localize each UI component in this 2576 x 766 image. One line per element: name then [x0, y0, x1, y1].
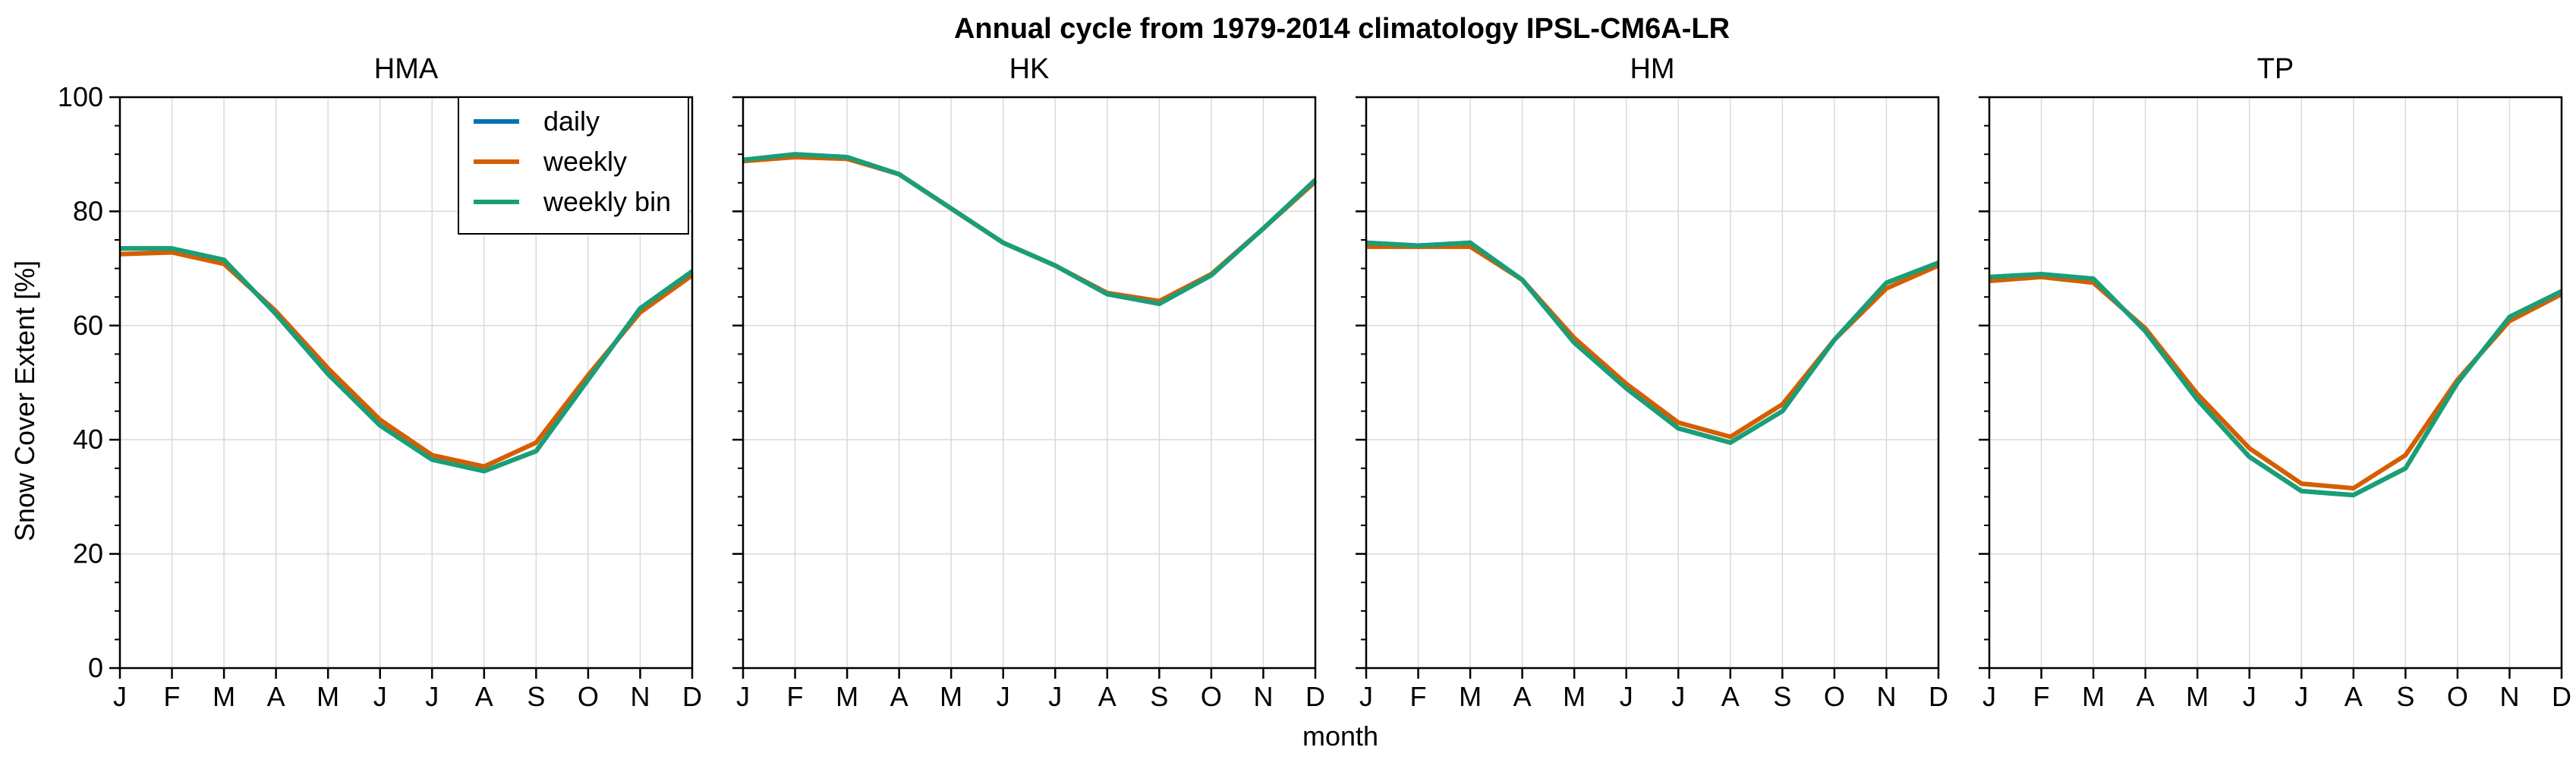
x-tick-label: S [2396, 681, 2414, 712]
x-tick-label: N [1876, 681, 1896, 712]
panel-title: HM [1630, 53, 1674, 85]
x-tick-label: O [2447, 681, 2468, 712]
x-tick-label: J [736, 681, 750, 712]
x-tick-label: O [578, 681, 599, 712]
chart-title: Annual cycle from 1979-2014 climatology … [954, 13, 1730, 45]
series-line-weekly-hma [119, 250, 694, 469]
x-tick-label: M [1459, 681, 1482, 712]
series-line-daily-hk [742, 152, 1318, 307]
x-tick-label: A [890, 681, 909, 712]
series-line-weekly-bin-hma [120, 246, 694, 474]
legend-entry: daily [543, 106, 600, 137]
plot-frame [1988, 96, 2563, 670]
x-tick-label: A [1098, 681, 1116, 712]
x-axis-label: month [1302, 720, 1378, 752]
y-tick-label: 20 [73, 538, 103, 569]
x-tick-label: D [682, 681, 702, 712]
x-tick-label: F [787, 681, 804, 712]
x-tick-label: D [1929, 681, 1948, 712]
x-tick-label: A [1721, 681, 1740, 712]
y-tick-label: 0 [88, 652, 103, 683]
x-tick-label: N [630, 681, 650, 712]
legend-entry: weekly [543, 146, 627, 177]
series-line-weekly-hk [742, 155, 1318, 304]
x-tick-label: M [316, 681, 339, 712]
y-tick-label: 40 [73, 424, 103, 455]
plot-frame [1365, 96, 1940, 670]
x-tick-label: F [1410, 681, 1427, 712]
x-tick-label: M [2082, 681, 2105, 712]
series-line-weekly-tp [1989, 274, 2563, 491]
x-tick-label: J [1048, 681, 1062, 712]
series-line-weekly-bin-hm [1365, 240, 1940, 445]
x-tick-label: S [527, 681, 545, 712]
x-tick-label: M [836, 681, 858, 712]
x-tick-label: J [373, 681, 387, 712]
x-tick-label: J [1620, 681, 1633, 712]
legend: daily weekly weekly bin [458, 96, 689, 235]
x-tick-label: A [475, 681, 493, 712]
x-tick-label: O [1201, 681, 1222, 712]
x-tick-label: A [2345, 681, 2363, 712]
x-tick-label: M [1563, 681, 1586, 712]
panel-title: HK [1009, 53, 1050, 85]
x-tick-label: F [2033, 681, 2050, 712]
x-tick-label: A [2137, 681, 2155, 712]
x-tick-label: J [1359, 681, 1373, 712]
x-tick-label: J [1671, 681, 1685, 712]
x-tick-label: J [997, 681, 1010, 712]
series-line-daily-tp [1989, 272, 2563, 498]
x-tick-label: A [1513, 681, 1532, 712]
x-tick-label: M [940, 681, 962, 712]
x-tick-label: F [164, 681, 181, 712]
x-tick-label: J [425, 681, 439, 712]
x-tick-label: N [1253, 681, 1273, 712]
y-tick-label: 80 [73, 195, 103, 226]
series-line-daily-hm [1365, 240, 1940, 445]
x-tick-label: M [2186, 681, 2209, 712]
plot-frame [118, 96, 694, 670]
panel-hm: HMJ F M A M J J A S O N D [1356, 53, 1948, 712]
x-tick-label: M [213, 681, 235, 712]
x-tick-label: O [1824, 681, 1845, 712]
series-line-weekly-bin-hk [742, 152, 1318, 307]
x-tick-label: J [1982, 681, 1996, 712]
x-tick-label: J [2294, 681, 2308, 712]
x-tick-label: J [113, 681, 127, 712]
x-tick-label: D [2552, 681, 2571, 712]
y-tick-label: 100 [58, 81, 103, 112]
series-line-weekly-bin-tp [1989, 272, 2563, 498]
x-tick-label: A [267, 681, 285, 712]
x-tick-label: S [1150, 681, 1168, 712]
x-tick-label: D [1305, 681, 1325, 712]
legend-entry: weekly bin [543, 186, 671, 217]
panel-tp: TPJ F M A M J J A S O N D [1979, 53, 2571, 712]
x-tick-label: N [2499, 681, 2519, 712]
y-tick-label: 60 [73, 310, 103, 341]
panel-title: HMA [374, 53, 439, 85]
panel-title: TP [2257, 53, 2294, 85]
x-tick-label: J [2243, 681, 2256, 712]
panel-hk: HKJ F M A M J J A S O N D [732, 53, 1325, 712]
y-axis-label: Snow Cover Extent [%] [9, 260, 40, 541]
x-tick-label: S [1773, 681, 1791, 712]
plot-frame [742, 96, 1317, 670]
